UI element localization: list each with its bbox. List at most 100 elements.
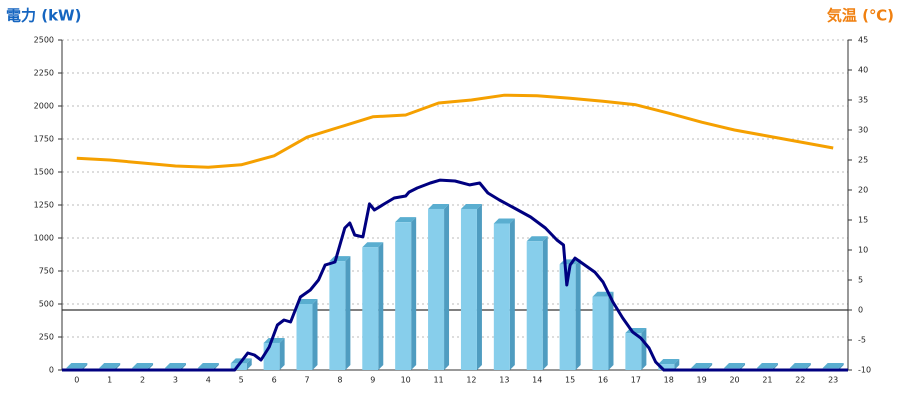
bar-side — [509, 218, 515, 370]
bar-side — [575, 259, 581, 370]
y2-tick-label: -5 — [858, 336, 866, 345]
bar-top — [99, 363, 121, 369]
x-tick-label: 19 — [697, 376, 707, 385]
y-tick-label: 2500 — [34, 36, 54, 45]
y2-tick-label: 30 — [858, 126, 868, 135]
x-tick-label: 13 — [499, 376, 509, 385]
y2-tick-label: 40 — [858, 66, 868, 75]
bar-side — [740, 363, 746, 370]
y2-tick-label: 20 — [858, 186, 868, 195]
x-tick-label: 22 — [795, 376, 805, 385]
y-tick-label: 1250 — [34, 201, 54, 210]
bar-side — [148, 363, 154, 370]
y-tick-label: 0 — [49, 366, 54, 375]
bar — [559, 264, 576, 370]
x-tick-label: 21 — [762, 376, 772, 385]
y2-tick-label: 25 — [858, 156, 868, 165]
bar-side — [312, 299, 318, 370]
x-tick-label: 17 — [631, 376, 641, 385]
bar-side — [246, 358, 252, 370]
bar-side — [378, 242, 384, 370]
bar — [296, 304, 313, 370]
bar — [526, 241, 543, 370]
bar-top — [263, 337, 285, 343]
bar-top — [164, 363, 186, 369]
bar — [263, 342, 280, 370]
right-axis-title: 気温 (℃) — [827, 7, 894, 25]
bar-side — [444, 203, 450, 370]
bar-top — [362, 242, 384, 248]
line — [76, 93, 834, 169]
x-tick-label: 0 — [74, 376, 79, 385]
bar — [428, 208, 445, 370]
bar-top — [395, 217, 417, 223]
y-tick-label: 1500 — [34, 168, 54, 177]
x-tick-label: 18 — [664, 376, 674, 385]
y-tick-label: 750 — [39, 267, 54, 276]
bar-top — [822, 363, 844, 369]
bar — [625, 333, 642, 370]
bar-side — [476, 203, 482, 370]
bar-top — [66, 363, 88, 369]
y-tick-label: 2250 — [34, 69, 54, 78]
bar — [460, 208, 477, 370]
bar-top — [428, 203, 450, 209]
x-tick-label: 15 — [565, 376, 575, 385]
x-tick-label: 6 — [272, 376, 277, 385]
x-tick-label: 9 — [370, 376, 375, 385]
bar-side — [772, 363, 778, 370]
x-tick-label: 1 — [107, 376, 112, 385]
left-axis-title: 電力 (kW) — [6, 7, 81, 25]
x-tick-label: 12 — [466, 376, 476, 385]
bar-side — [674, 359, 680, 370]
y2-tick-label: 45 — [858, 36, 868, 45]
bar — [658, 364, 675, 370]
bar-side — [279, 337, 285, 370]
line — [62, 178, 848, 372]
x-tick-label: 7 — [304, 376, 309, 385]
bar-side — [608, 291, 614, 370]
x-tick-label: 14 — [532, 376, 542, 385]
bar-side — [805, 363, 811, 370]
y-tick-label: 250 — [39, 333, 54, 342]
x-tick-label: 16 — [598, 376, 608, 385]
bar-top — [789, 363, 811, 369]
bar-top — [460, 203, 482, 209]
bar-side — [641, 328, 647, 370]
bar — [493, 223, 510, 370]
bar-side — [707, 363, 713, 370]
x-tick-label: 23 — [828, 376, 838, 385]
x-tick-label: 5 — [239, 376, 244, 385]
y2-tick-label: 10 — [858, 246, 868, 255]
bar-top — [526, 236, 548, 242]
x-tick-label: 8 — [337, 376, 342, 385]
bar-top — [132, 363, 154, 369]
x-tick-label: 2 — [140, 376, 145, 385]
bar — [329, 261, 346, 370]
bar-top — [296, 299, 318, 304]
bar-side — [115, 363, 121, 370]
bar — [395, 222, 412, 370]
bar-top — [756, 363, 778, 369]
y-tick-label: 2000 — [34, 102, 54, 111]
bar-side — [542, 236, 548, 370]
bar — [362, 247, 379, 370]
y2-tick-label: 5 — [858, 276, 863, 285]
x-tick-label: 10 — [401, 376, 411, 385]
bar-top — [691, 363, 713, 369]
bar-top — [724, 363, 746, 369]
bar-side — [213, 363, 219, 370]
y-tick-label: 500 — [39, 300, 54, 309]
bar-top — [658, 359, 680, 365]
bar-side — [82, 363, 88, 370]
x-tick-label: 3 — [173, 376, 178, 385]
bar-side — [838, 363, 844, 370]
y-tick-label: 1000 — [34, 234, 54, 243]
bar-top — [197, 363, 219, 369]
y-tick-label: 1750 — [34, 135, 54, 144]
x-tick-label: 4 — [206, 376, 211, 385]
bar — [592, 296, 609, 370]
bar-side — [411, 217, 417, 370]
